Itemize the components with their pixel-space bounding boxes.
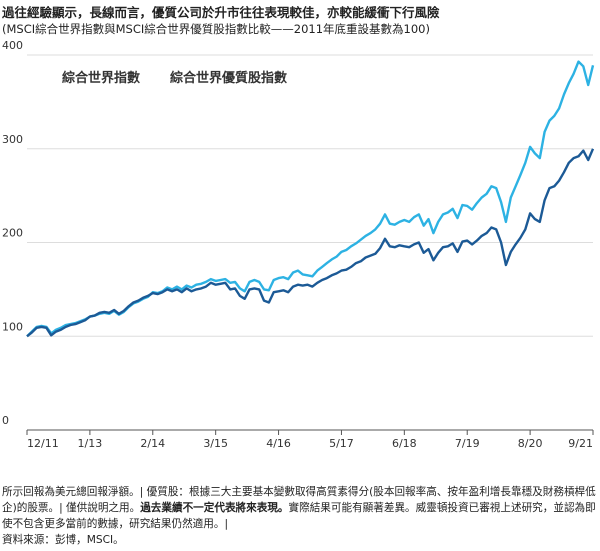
x-tick-label: 1/13 bbox=[78, 437, 103, 450]
series-line bbox=[26, 148, 595, 338]
footnote: 所示回報為美元總回報淨額。| 優質股：根據三大主要基本變數取得高質素得分(股本回… bbox=[2, 484, 598, 548]
y-tick-label: 300 bbox=[2, 133, 23, 146]
y-tick-label: 100 bbox=[2, 320, 23, 333]
x-tick-label: 7/19 bbox=[455, 437, 480, 450]
series-line bbox=[26, 60, 595, 338]
x-tick-label: 2/14 bbox=[140, 437, 165, 450]
note: 所示回報為美元總回報淨額。| 優質股：根據三大主要基本變數取得高質素得分(股本回… bbox=[2, 486, 596, 514]
note: 資料來源：彭博，MSCI。 bbox=[2, 534, 124, 546]
legend-label: 綜合世界指數 bbox=[62, 70, 140, 86]
x-tick-label: 4/16 bbox=[266, 437, 291, 450]
x-tick-label: 9/21 bbox=[568, 437, 593, 450]
note-bold: 過去業績不一定代表將來表現。 bbox=[140, 502, 289, 514]
y-tick-label: 0 bbox=[2, 414, 9, 427]
x-tick-label: 12/11 bbox=[27, 437, 59, 450]
chart: 0 100 200 300 400 12/11 1/13 2/14 3/15 4/16 5/17 6/… bbox=[2, 40, 595, 450]
x-tick-label: 5/17 bbox=[329, 437, 354, 450]
y-tick-label: 200 bbox=[2, 227, 23, 240]
chart-subtitle: (MSCI綜合世界指數與MSCI綜合世界優質股指數比較——2011年底重設基數為… bbox=[2, 22, 430, 36]
x-tick-label: 8/20 bbox=[518, 437, 543, 450]
x-tick-label: 6/18 bbox=[392, 437, 417, 450]
x-tick-label: 3/15 bbox=[203, 437, 228, 450]
note: 實際結果可能有顯著差異。威靈頓投資已審視上述研究，並認為即使不包含更多當前的數據… bbox=[2, 502, 596, 530]
y-tick-label: 400 bbox=[2, 40, 23, 52]
legend-label: 綜合世界優質股指數 bbox=[170, 70, 287, 86]
chart-title: 過往經驗顯示，長線而言，優質公司於升市往往表現較佳，亦較能緩衝下行風險 bbox=[2, 5, 440, 20]
